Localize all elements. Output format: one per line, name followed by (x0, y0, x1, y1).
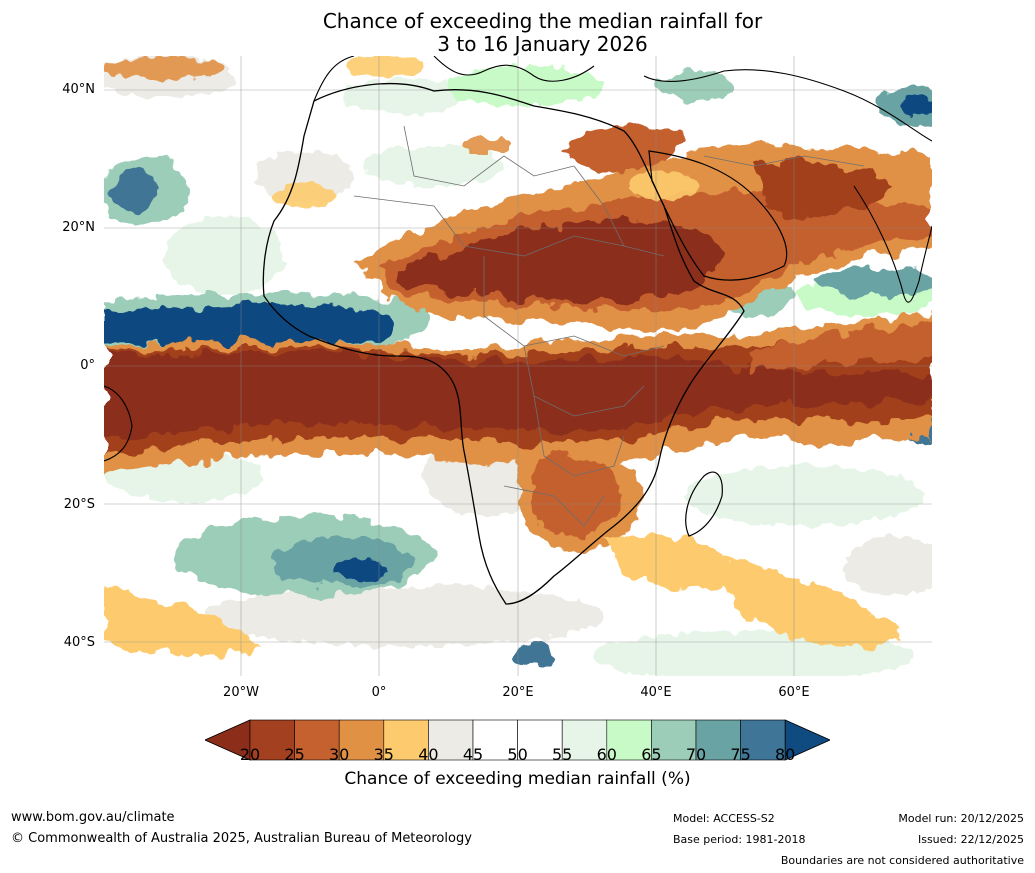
north-dry-region (354, 125, 932, 330)
india-coastline (853, 185, 932, 303)
lat-label-0: 0° (80, 358, 95, 373)
colorbar-tick-40: 40 (418, 745, 439, 764)
colorbar-bin-50-55 (517, 719, 563, 761)
lat-label-20n: 20°N (62, 220, 95, 235)
colorbar-tick-60: 60 (596, 745, 617, 764)
issued-text: Issued: 22/12/2025 (917, 833, 1024, 846)
colorbar-tick-75: 75 (730, 745, 751, 764)
lon-label-20e: 20°E (502, 685, 534, 700)
atlantic-wet-band (104, 293, 431, 350)
country-borders (353, 125, 865, 527)
colorbar-bin-45-50 (472, 719, 518, 761)
colorbar-tick-45: 45 (462, 745, 484, 764)
disclaimer-text: Boundaries are not considered authoritat… (780, 854, 1024, 867)
colorbar-tick-55: 55 (552, 745, 573, 764)
lon-label-0: 0° (371, 685, 387, 700)
colorbar-tick-70: 70 (685, 745, 707, 764)
lat-label-40s: 40°S (63, 635, 95, 650)
colorbar-tick-50: 50 (507, 745, 528, 764)
website-link[interactable]: www.bom.gov.au/climate (11, 810, 175, 825)
yellow-fringe (104, 56, 699, 208)
model-text: Model: ACCESS-S2 (673, 812, 775, 825)
south-dry-patches (104, 321, 932, 656)
copyright-text: © Commonwealth of Australia 2025, Austra… (11, 831, 472, 846)
rainfall-map-graphic (104, 56, 932, 676)
base-period-text: Base period: 1981-2018 (673, 833, 806, 846)
title-line-2: 3 to 16 January 2026 (437, 32, 648, 56)
lat-label-40n: 40°N (62, 82, 95, 97)
graticule (104, 56, 932, 676)
colorbar-bin-75-80 (740, 719, 786, 761)
colorbar-tick-80: 80 (775, 745, 796, 764)
madagascar-coastline (685, 471, 723, 537)
europe-coastline (313, 56, 932, 142)
colorbar-tick-20: 20 (239, 745, 261, 764)
model-run-text: Model run: 20/12/2025 (898, 812, 1024, 825)
colorbar-tick-30: 30 (329, 745, 350, 764)
colorbar-tick-35: 35 (373, 745, 394, 764)
lat-label-20s: 20°S (63, 497, 95, 512)
lon-label-20w: 20°W (223, 685, 259, 700)
africa-coastline (262, 82, 745, 605)
map-title: Chance of exceeding the median rainfall … (0, 10, 1035, 56)
lon-label-40e: 40°E (640, 685, 672, 700)
rainfall-map (104, 56, 932, 676)
colorbar-bin-55-60 (561, 719, 608, 761)
colorbar-bin-30-35 (338, 719, 385, 761)
arabia-coastline (648, 150, 788, 281)
title-line-1: Chance of exceeding the median rainfall … (322, 9, 763, 33)
colorbar-tick-25: 25 (284, 745, 305, 764)
south-america-coastline (104, 385, 133, 462)
colorbar-arrow-high (784, 719, 830, 761)
colorbar-bin-20-25 (249, 719, 295, 761)
colorbar-bin-25-30 (294, 719, 340, 761)
colorbar (205, 719, 830, 761)
colorbar-label: Chance of exceeding median rainfall (%) (344, 769, 691, 789)
colorbar-tick-65: 65 (641, 745, 662, 764)
lon-label-60e: 60°E (778, 685, 810, 700)
colorbar-bin-65-70 (651, 719, 697, 761)
